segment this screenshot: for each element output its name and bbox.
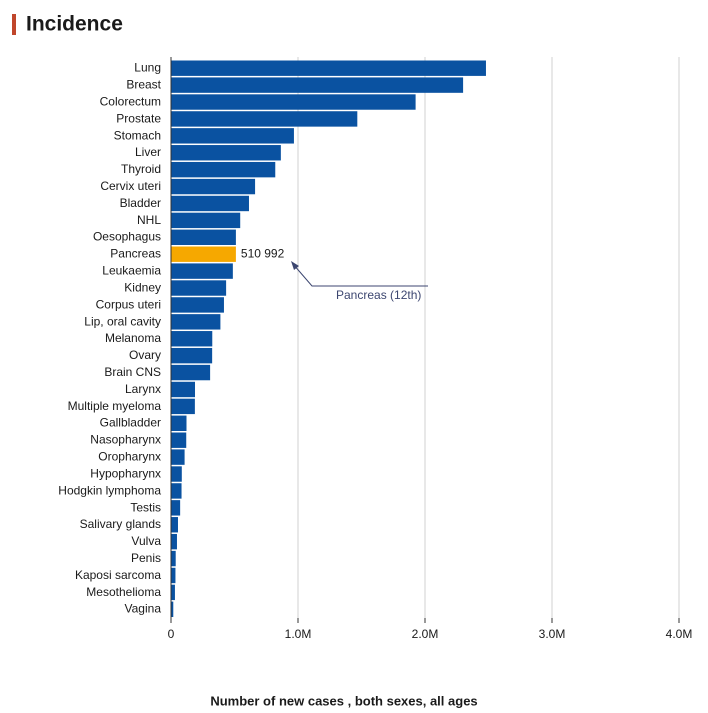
bar — [171, 178, 256, 195]
bar — [171, 280, 227, 296]
bar — [171, 229, 236, 245]
bar — [171, 381, 196, 398]
bar — [171, 466, 182, 482]
y-tick-label: Oesophagus — [93, 230, 161, 244]
chart-title: Incidence — [26, 13, 123, 36]
x-tick-label: 4.0M — [666, 627, 693, 641]
x-tick-label: 0 — [168, 627, 175, 641]
annotation-line — [292, 263, 428, 287]
bar — [171, 60, 486, 76]
y-tick-label: Penis — [131, 551, 161, 565]
y-tick-label: Mesothelioma — [86, 585, 161, 599]
bar — [171, 77, 464, 93]
y-tick-label: Cervix uteri — [100, 179, 161, 193]
bar — [171, 94, 416, 110]
bar — [171, 584, 175, 601]
y-tick-label: Stomach — [114, 128, 161, 142]
title-accent — [12, 14, 16, 35]
x-tick-label: 1.0M — [285, 627, 312, 641]
bar — [171, 145, 281, 161]
y-tick-label: Ovary — [129, 348, 161, 362]
y-tick-label: Salivary glands — [80, 517, 161, 531]
y-tick-label: Lung — [134, 61, 161, 75]
y-tick-label: Prostate — [116, 111, 161, 125]
y-tick-label: Breast — [126, 78, 161, 92]
y-tick-label: Multiple myeloma — [68, 399, 162, 413]
y-tick-label: Melanoma — [105, 331, 161, 345]
bar — [171, 415, 187, 431]
y-tick-label: Liver — [135, 145, 161, 159]
y-tick-label: Nasopharynx — [90, 433, 161, 447]
bar — [171, 111, 358, 127]
y-tick-label: Oropharynx — [98, 450, 161, 464]
y-tick-label: Thyroid — [121, 162, 161, 176]
x-tick-label: 2.0M — [412, 627, 439, 641]
y-tick-label: Bladder — [120, 196, 161, 210]
x-axis-label: Number of new cases , both sexes, all ag… — [210, 693, 477, 708]
bar — [171, 331, 213, 347]
bar — [171, 449, 185, 465]
y-tick-label: Corpus uteri — [96, 297, 161, 311]
y-tick-label: Pancreas — [110, 247, 161, 261]
bar — [171, 195, 249, 212]
bar — [171, 483, 182, 499]
bar — [171, 212, 241, 229]
bar — [171, 398, 195, 415]
bar — [171, 550, 176, 567]
bar — [171, 347, 213, 364]
bar — [171, 364, 211, 381]
y-tick-label: Larynx — [125, 382, 161, 396]
x-tick-label: 3.0M — [539, 627, 566, 641]
y-tick-label: Brain CNS — [104, 365, 161, 379]
y-tick-label: Colorectum — [100, 94, 161, 108]
annotation: Pancreas (12th) — [336, 288, 421, 302]
bar — [171, 263, 233, 279]
bar — [171, 601, 174, 617]
y-tick-label: Hodgkin lymphoma — [58, 483, 161, 497]
y-tick-label: Leukaemia — [102, 264, 161, 278]
y-tick-label: NHL — [137, 213, 161, 227]
bars — [171, 60, 486, 617]
bar — [171, 297, 224, 313]
y-tick-label: Gallbladder — [100, 416, 161, 430]
bar — [171, 517, 178, 533]
bar — [171, 567, 176, 584]
bar — [171, 246, 236, 262]
y-tick-label: Kidney — [124, 280, 161, 294]
data-label: 510 992 — [241, 247, 285, 261]
bar — [171, 432, 187, 448]
annotation-arrow — [291, 261, 428, 287]
y-tick-label: Hypopharynx — [90, 466, 161, 480]
y-tick-label: Lip, oral cavity — [84, 314, 161, 328]
arrow-head — [291, 261, 299, 270]
bar — [171, 128, 294, 144]
y-tick-label: Vagina — [125, 602, 162, 616]
bar — [171, 161, 276, 178]
bar — [171, 314, 221, 330]
y-tick-label: Vulva — [131, 534, 161, 548]
y-tick-label: Testis — [130, 500, 161, 514]
bar — [171, 533, 177, 550]
y-tick-label: Kaposi sarcoma — [75, 568, 161, 582]
bar — [171, 500, 181, 516]
